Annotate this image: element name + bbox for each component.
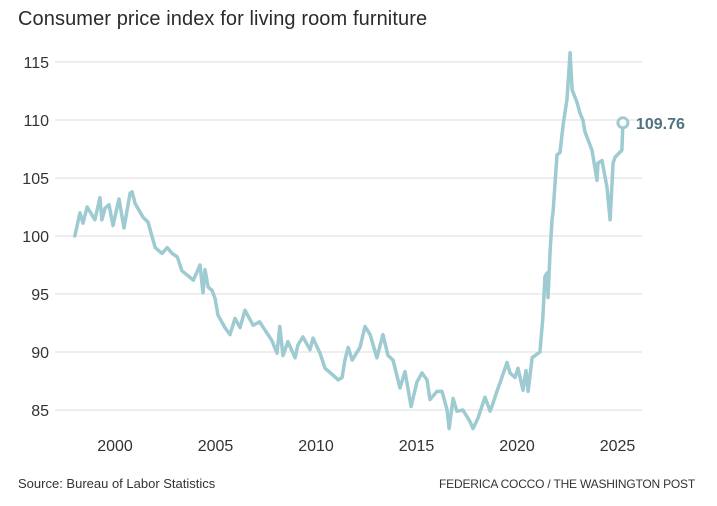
end-point-marker: [616, 116, 630, 130]
x-tick-label: 2020: [499, 438, 535, 455]
x-tick-label: 2025: [600, 438, 636, 455]
x-tick-label: 2005: [198, 438, 234, 455]
source-note: Source: Bureau of Labor Statistics: [18, 476, 216, 491]
credit-line: FEDERICA COCCO / THE WASHINGTON POST: [439, 477, 695, 491]
x-tick-label: 2015: [399, 438, 435, 455]
y-tick-label: 110: [23, 113, 49, 130]
y-tick-label: 105: [22, 171, 49, 188]
series-line: [73, 50, 625, 431]
chart-title: Consumer price index for living room fur…: [18, 8, 428, 30]
x-tick-label: 2010: [298, 438, 334, 455]
x-tick-label: 2000: [97, 438, 133, 455]
y-tick-label: 85: [31, 403, 49, 420]
gridlines: [55, 61, 642, 411]
y-tick-label: 90: [31, 345, 49, 362]
y-tick-label: 115: [23, 55, 49, 72]
end-value-label: 109.76: [636, 116, 685, 133]
y-tick-label: 100: [22, 229, 49, 246]
y-tick-label: 95: [31, 287, 49, 304]
x-axis-ticks: 2000 2005 2010 2015 2020 2025: [97, 438, 635, 455]
y-axis-ticks: 115 110 105 100 95 90 85: [22, 55, 49, 420]
